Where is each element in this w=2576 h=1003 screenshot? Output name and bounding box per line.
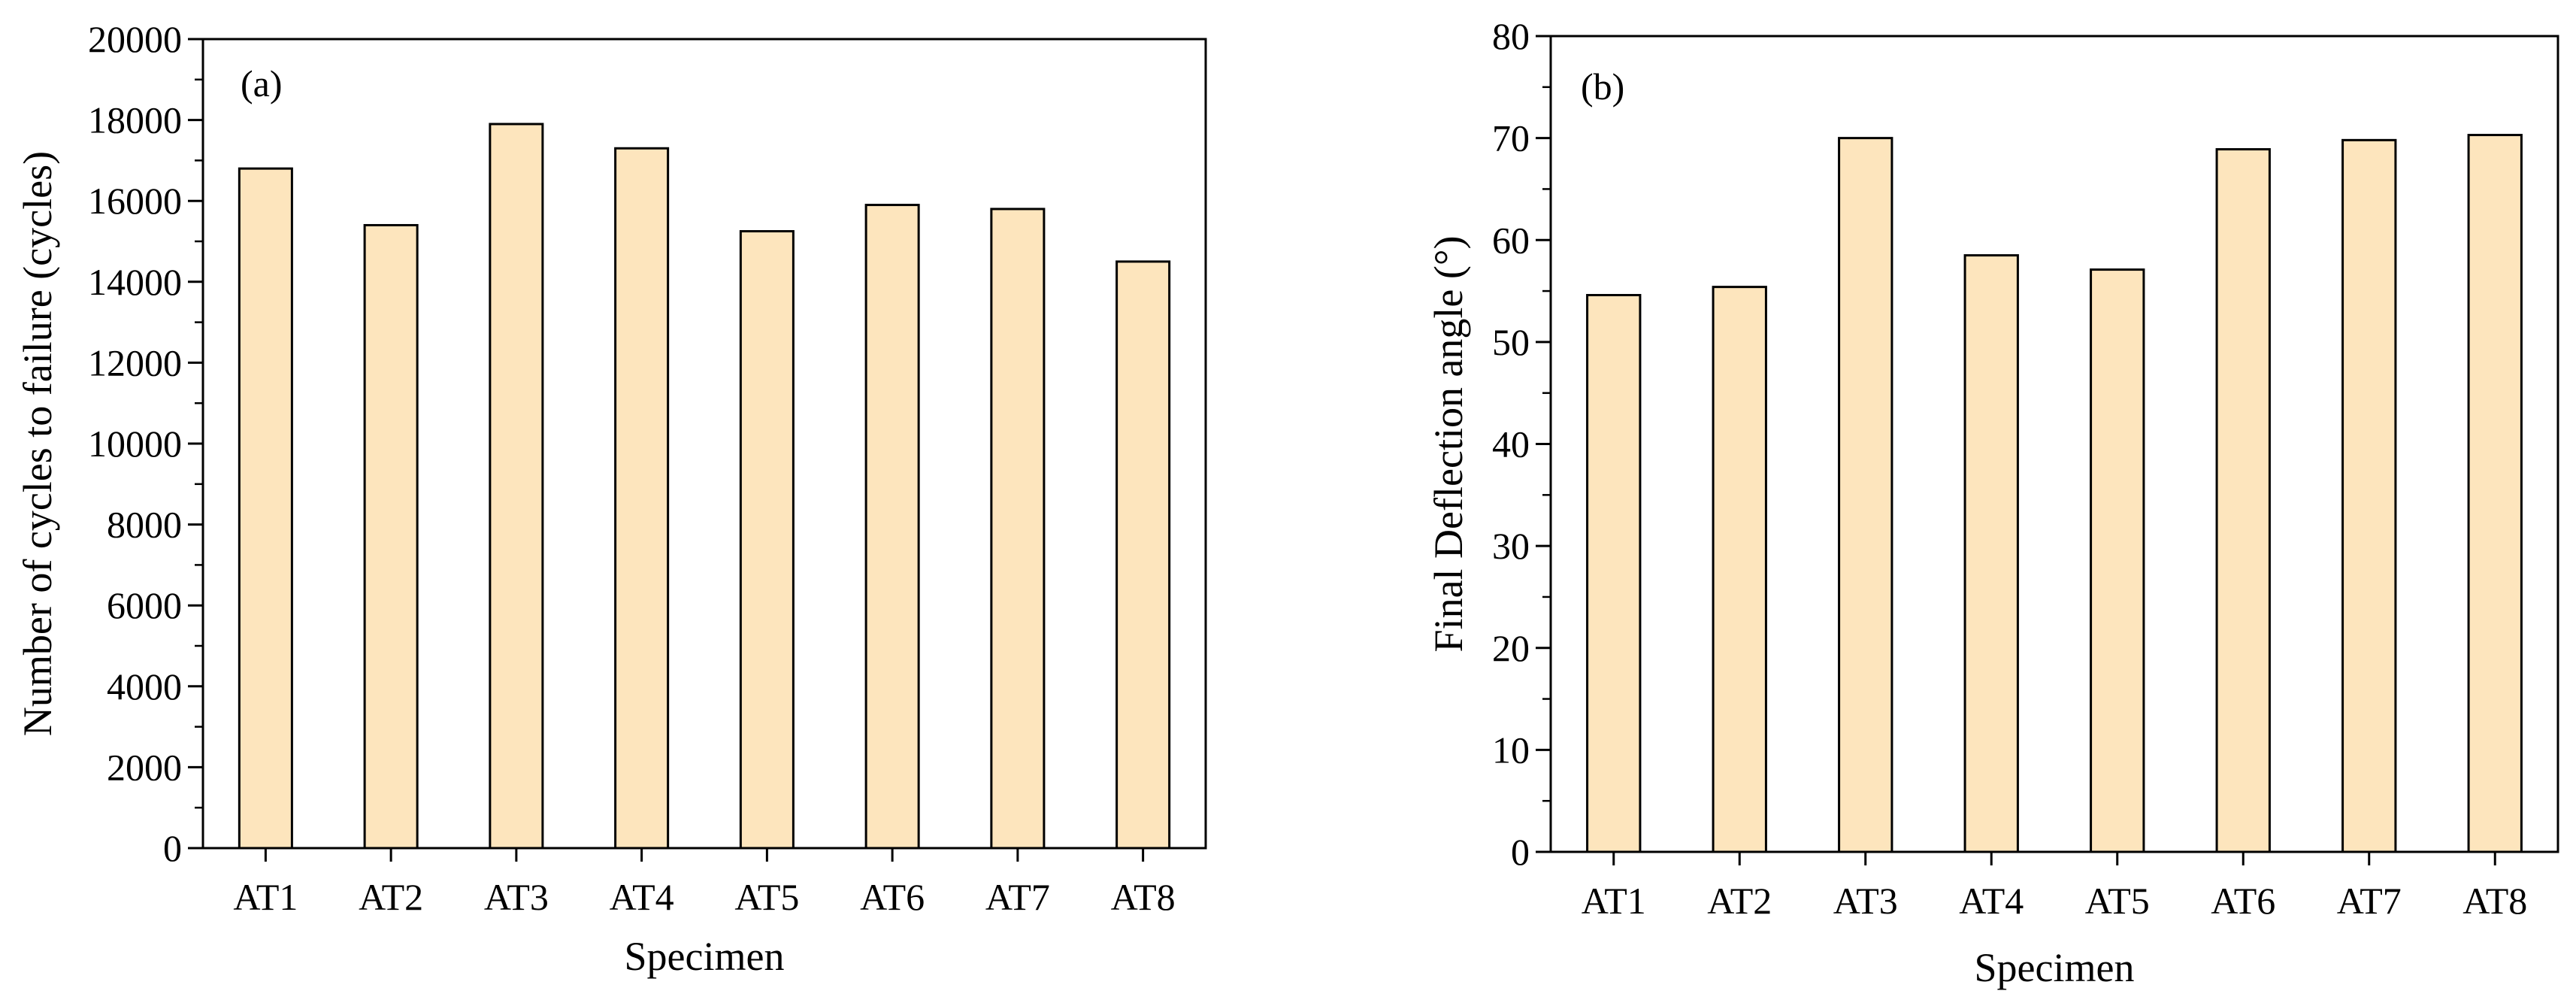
y-axis-title: Final Deflection angle (°)	[1426, 236, 1471, 653]
y-tick-label: 16000	[88, 180, 182, 222]
x-tick-label: AT1	[1582, 880, 1646, 922]
bar-at8	[1115, 260, 1171, 850]
y-tick-label: 18000	[88, 99, 182, 141]
y-tick-label: 10000	[88, 423, 182, 465]
x-tick-label: AT5	[2085, 880, 2150, 922]
plot-frame	[1549, 35, 2559, 853]
bar-at5	[2090, 268, 2145, 853]
bar-at2	[363, 223, 419, 850]
y-tick-label: 6000	[107, 584, 182, 626]
y-tick-label: 0	[163, 827, 182, 869]
y-tick-label: 80	[1492, 15, 1530, 57]
y-tick-label: 20	[1492, 627, 1530, 669]
bar-at3	[489, 123, 544, 850]
y-tick-label: 50	[1492, 321, 1530, 363]
panel-label: (b)	[1581, 65, 1624, 108]
bar-at7	[2341, 138, 2397, 853]
y-tick-label: 10	[1492, 729, 1530, 771]
y-tick-label: 12000	[88, 341, 182, 383]
bar-at4	[614, 147, 670, 850]
bar-at8	[2467, 134, 2523, 853]
x-tick-label: AT8	[1111, 876, 1176, 918]
x-tick-label: AT4	[610, 876, 674, 918]
y-tick-label: 2000	[107, 746, 182, 788]
bar-at1	[1586, 293, 1642, 853]
bar-at7	[990, 208, 1046, 850]
bar-at1	[238, 167, 293, 850]
y-tick-label: 70	[1492, 117, 1530, 159]
chart-b-final-deflection-angle: 0 10 20 30 40 50 60 70 80 AT1 AT2 AT3 AT4 AT5 AT6 AT7 AT…	[1426, 15, 2559, 990]
x-tick-label: AT6	[2211, 880, 2275, 922]
x-tick-label: AT2	[1707, 880, 1772, 922]
x-tick-label: AT1	[233, 876, 298, 918]
y-tick-label: 30	[1492, 525, 1530, 567]
x-tick-label: AT4	[1959, 880, 2024, 922]
plot-frame	[201, 38, 1207, 850]
y-tick-label: 4000	[107, 665, 182, 708]
bar-at6	[864, 204, 920, 850]
x-tick-label: AT6	[860, 876, 925, 918]
x-tick-label: AT7	[2337, 880, 2402, 922]
y-tick-label: 14000	[88, 261, 182, 303]
bar-at2	[1712, 286, 1767, 853]
y-axis-title: Number of cycles to failure (cycles)	[15, 151, 60, 736]
y-tick-label: 20000	[88, 18, 182, 60]
x-tick-label: AT8	[2462, 880, 2527, 922]
x-axis-title: Specimen	[1975, 945, 2135, 990]
x-tick-label: AT5	[734, 876, 799, 918]
x-tick-label: AT7	[985, 876, 1050, 918]
x-axis-title: Specimen	[625, 934, 785, 979]
y-tick-label: 40	[1492, 423, 1530, 465]
bar-at6	[2215, 148, 2271, 853]
x-tick-label: AT3	[484, 876, 549, 918]
x-tick-label: AT2	[359, 876, 423, 918]
y-tick-label: 60	[1492, 219, 1530, 261]
x-tick-label: AT3	[1833, 880, 1898, 922]
chart-a-cycles-to-failure: 0 2000 4000 6000 8000 10000 12000 14000 16000 180…	[15, 18, 1207, 979]
bar-at3	[1838, 137, 1893, 853]
panel-label: (a)	[241, 62, 283, 105]
bar-at4	[1963, 254, 2019, 853]
y-tick-label: 0	[1511, 831, 1530, 873]
bar-at5	[739, 230, 795, 850]
y-tick-label: 8000	[107, 504, 182, 546]
